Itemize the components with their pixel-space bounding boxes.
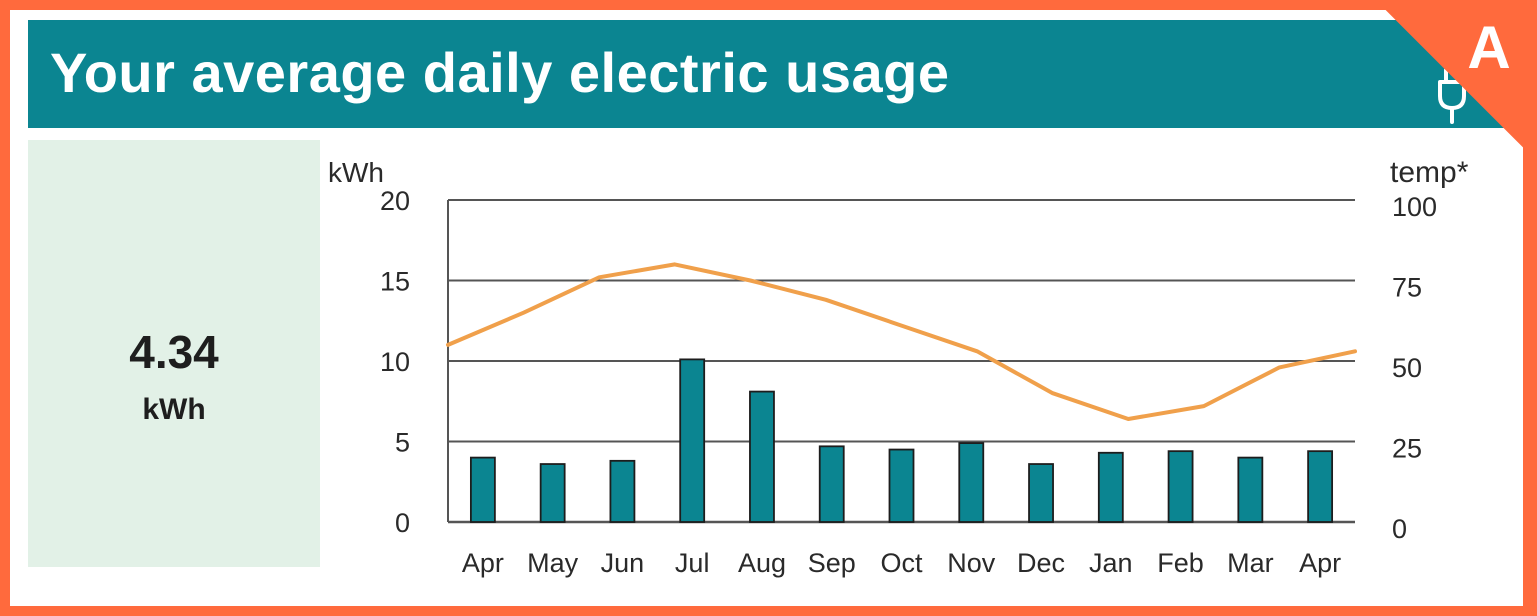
x-tick-label: Apr xyxy=(1299,548,1341,578)
usage-chart: 0 5 10 15 20 0 25 50 75 100 kWh temp* Apr May Jun Jul Au… xyxy=(328,156,1469,578)
usage-bar xyxy=(749,390,775,523)
y-left-tick-label: 5 xyxy=(395,428,410,458)
temperature-line xyxy=(446,262,1357,421)
y-left-tick-label: 10 xyxy=(380,347,410,377)
x-tick-label: Apr xyxy=(462,548,504,578)
y-right-tick-label: 50 xyxy=(1392,353,1422,383)
usage-summary-panel: 4.34 kWh xyxy=(28,140,320,567)
usage-bar xyxy=(888,448,915,523)
x-tick-label: Nov xyxy=(947,548,996,578)
page-title: Your average daily electric usage xyxy=(50,41,950,104)
x-tick-label: Jun xyxy=(601,548,645,578)
x-tick-label: Dec xyxy=(1017,548,1065,578)
usage-bar xyxy=(609,459,636,523)
x-tick-label: Jan xyxy=(1089,548,1133,578)
y-right-axis-title: temp* xyxy=(1390,156,1469,189)
y-left-tick-label: 0 xyxy=(395,508,410,538)
usage-bar xyxy=(1307,450,1334,523)
badge-inner-border xyxy=(1377,0,1537,160)
usage-bar xyxy=(1028,463,1054,523)
usage-bar xyxy=(818,445,845,523)
x-tick-label: Oct xyxy=(880,548,923,578)
usage-bar xyxy=(469,456,496,523)
y-left-tick-label: 20 xyxy=(380,186,410,216)
y-right-tick-label: 75 xyxy=(1392,273,1422,303)
usage-bar xyxy=(1097,451,1124,523)
y-right-tick-label: 0 xyxy=(1392,514,1407,544)
usage-bar xyxy=(1237,456,1264,523)
badge-corner: A xyxy=(1377,0,1537,160)
y-right-tick-label: 25 xyxy=(1392,434,1422,464)
usage-card: Your average daily electric usage 4.34 k… xyxy=(10,10,1523,606)
usage-bar xyxy=(539,463,566,523)
usage-bar xyxy=(679,358,706,523)
x-tick-label: Jul xyxy=(675,548,710,578)
x-tick-label: May xyxy=(527,548,579,578)
usage-bar xyxy=(958,442,985,523)
x-tick-label: Aug xyxy=(738,548,786,578)
average-usage-unit: kWh xyxy=(142,393,206,426)
x-tick-label: Sep xyxy=(808,548,856,578)
header-bar: Your average daily electric usage xyxy=(28,20,1523,128)
x-tick-label: Feb xyxy=(1157,548,1204,578)
x-tick-label: Mar xyxy=(1227,548,1274,578)
average-usage-value: 4.34 xyxy=(129,326,219,378)
y-left-tick-label: 15 xyxy=(380,267,410,297)
y-right-tick-label: 100 xyxy=(1392,192,1437,222)
badge-letter: A xyxy=(1467,14,1510,81)
usage-bar xyxy=(1167,450,1194,523)
y-left-axis-title: kWh xyxy=(328,157,384,188)
